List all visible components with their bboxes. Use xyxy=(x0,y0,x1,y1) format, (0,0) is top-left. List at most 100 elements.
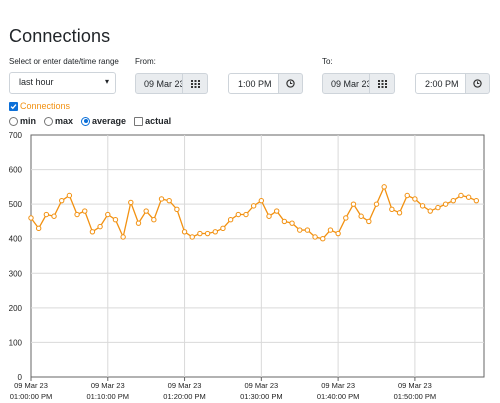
data-point xyxy=(166,197,172,204)
data-point xyxy=(197,230,203,237)
data-point xyxy=(273,208,280,214)
data-point xyxy=(35,225,42,232)
calendar-grid-icon xyxy=(377,79,387,88)
x-tick-date: 09 Mar 23 xyxy=(14,381,48,390)
actual-checkbox[interactable] xyxy=(134,116,144,126)
x-tick-time: 01:30:00 PM xyxy=(240,392,283,401)
clock-icon xyxy=(286,79,295,88)
data-point xyxy=(289,220,295,226)
actual-toggle[interactable]: actual xyxy=(134,116,171,126)
from-time-input[interactable]: 1:00 PM xyxy=(228,73,279,94)
data-point xyxy=(473,197,480,204)
data-point xyxy=(235,211,242,218)
data-point xyxy=(373,201,380,207)
data-point xyxy=(174,206,180,213)
y-tick-label: 600 xyxy=(9,166,23,175)
data-point xyxy=(151,217,157,223)
from-date-value: 09 Mar 23 xyxy=(144,79,183,89)
range-select[interactable]: last hour ▾ xyxy=(9,72,116,94)
data-point xyxy=(189,234,195,240)
data-point xyxy=(258,197,265,204)
actual-label: actual xyxy=(145,116,172,126)
data-point xyxy=(143,208,149,214)
data-point xyxy=(435,204,441,211)
data-point xyxy=(350,201,357,207)
radio-max[interactable]: max xyxy=(44,116,73,126)
y-tick-label: 0 xyxy=(18,373,23,382)
data-point xyxy=(335,230,341,237)
data-point xyxy=(465,194,472,200)
to-date-input[interactable]: 09 Mar 23 xyxy=(322,73,370,94)
data-point xyxy=(105,211,111,218)
data-point xyxy=(112,217,119,223)
x-tick-date: 09 Mar 23 xyxy=(321,381,355,390)
data-point xyxy=(266,213,272,219)
radio-min-label: min xyxy=(20,116,37,126)
data-point xyxy=(212,229,218,235)
data-point xyxy=(97,223,103,230)
data-point xyxy=(297,227,303,233)
to-label: To: xyxy=(322,57,333,66)
range-select-value: last hour xyxy=(19,77,54,87)
data-point xyxy=(181,229,188,235)
calendar-grid-icon xyxy=(190,79,200,88)
to-time-input[interactable]: 2:00 PM xyxy=(415,73,466,94)
x-tick-time: 01:50:00 PM xyxy=(394,392,437,401)
x-tick-date: 09 Mar 23 xyxy=(168,381,202,390)
stat-options: min max average actual xyxy=(9,116,179,126)
data-point xyxy=(59,197,65,204)
data-point xyxy=(220,225,226,232)
connections-line-chart: 0 100 200 300 400 500 600 700 09 Mar 23 01:00:00 … xyxy=(9,131,485,401)
data-point xyxy=(135,220,142,226)
data-point xyxy=(82,208,88,214)
x-tick-time: 01:00:00 PM xyxy=(10,392,53,401)
radio-average[interactable]: average xyxy=(81,116,126,126)
data-point xyxy=(74,211,80,218)
y-tick-label: 200 xyxy=(9,304,23,313)
data-point xyxy=(396,210,403,216)
from-label: From: xyxy=(135,57,156,66)
data-point xyxy=(227,217,234,223)
radio-min-circle[interactable] xyxy=(9,116,18,126)
x-tick-time: 01:40:00 PM xyxy=(317,392,360,401)
x-tick-time: 01:20:00 PM xyxy=(163,392,206,401)
data-point xyxy=(450,197,456,204)
to-calendar-button[interactable] xyxy=(369,73,395,94)
y-tick-label: 500 xyxy=(9,200,23,209)
to-clock-button[interactable] xyxy=(465,73,490,94)
from-clock-button[interactable] xyxy=(278,73,303,94)
data-point xyxy=(243,211,249,218)
data-point xyxy=(66,192,73,199)
from-time-value: 1:00 PM xyxy=(238,79,272,89)
from-date-input[interactable]: 09 Mar 23 xyxy=(135,73,183,94)
page-title: Connections xyxy=(9,26,111,46)
plot-area xyxy=(30,134,485,378)
connections-toggle[interactable]: Connections xyxy=(9,101,70,111)
data-point xyxy=(120,234,126,240)
data-point xyxy=(366,218,372,225)
data-point xyxy=(312,234,318,240)
data-point xyxy=(358,213,364,219)
radio-max-circle[interactable] xyxy=(44,116,54,126)
data-point xyxy=(51,213,57,219)
x-tick-date: 09 Mar 23 xyxy=(244,381,278,390)
x-tick-date: 09 Mar 23 xyxy=(398,381,432,390)
radio-min[interactable]: min xyxy=(9,116,36,126)
x-tick-date: 09 Mar 23 xyxy=(91,381,125,390)
data-point xyxy=(404,192,410,199)
to-time-value: 2:00 PM xyxy=(425,79,459,89)
radio-average-circle[interactable] xyxy=(81,116,91,126)
y-tick-label: 100 xyxy=(9,338,23,347)
data-point xyxy=(89,229,96,235)
data-point xyxy=(158,196,165,202)
to-date-value: 09 Mar 23 xyxy=(331,79,370,89)
clock-icon xyxy=(473,79,482,88)
from-calendar-button[interactable] xyxy=(182,73,208,94)
radio-average-label: average xyxy=(92,116,127,126)
connections-checkbox[interactable] xyxy=(9,101,18,111)
y-tick-label: 400 xyxy=(9,235,23,244)
data-point xyxy=(412,196,418,202)
data-point xyxy=(128,199,134,206)
data-point xyxy=(28,215,34,221)
data-point xyxy=(427,208,433,214)
